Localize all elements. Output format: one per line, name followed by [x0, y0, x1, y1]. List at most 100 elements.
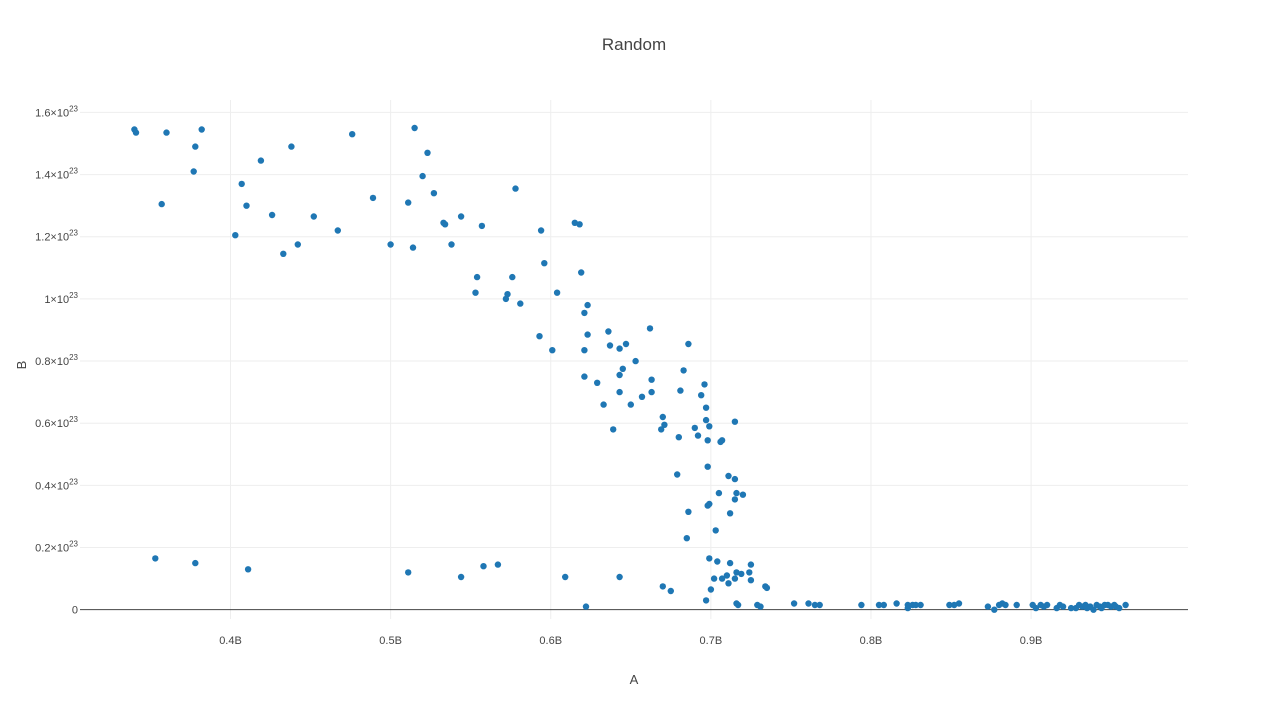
scatter-point[interactable]	[369, 194, 377, 202]
scatter-point[interactable]	[648, 376, 655, 383]
scatter-point[interactable]	[726, 559, 734, 567]
scatter-point[interactable]	[763, 584, 771, 592]
scatter-point[interactable]	[893, 600, 900, 607]
scatter-point[interactable]	[537, 227, 545, 234]
scatter-point[interactable]	[984, 603, 992, 610]
scatter-point[interactable]	[244, 566, 252, 573]
scatter-point[interactable]	[509, 273, 516, 281]
scatter-point[interactable]	[472, 289, 479, 296]
scatter-point[interactable]	[581, 347, 588, 354]
scatter-point[interactable]	[441, 221, 449, 228]
scatter-point[interactable]	[904, 604, 911, 612]
scatter-point[interactable]	[726, 510, 734, 517]
scatter-point[interactable]	[457, 573, 465, 581]
scatter-point[interactable]	[757, 603, 764, 610]
scatter-point[interactable]	[288, 143, 295, 150]
scatter-point[interactable]	[158, 200, 165, 208]
scatter-point[interactable]	[584, 301, 591, 309]
scatter-point[interactable]	[858, 601, 865, 609]
scatter-point[interactable]	[553, 289, 561, 296]
scatter-point[interactable]	[880, 601, 887, 609]
scatter-point[interactable]	[192, 559, 199, 567]
scatter-point[interactable]	[707, 586, 715, 593]
scatter-point[interactable]	[581, 373, 588, 380]
scatter-point[interactable]	[457, 213, 465, 220]
scatter-point[interactable]	[541, 260, 548, 267]
scatter-point[interactable]	[1122, 601, 1129, 609]
scatter-point[interactable]	[616, 388, 623, 396]
scatter-point[interactable]	[163, 129, 170, 136]
scatter-point[interactable]	[951, 601, 958, 609]
scatter-point[interactable]	[747, 577, 755, 584]
scatter-point[interactable]	[268, 211, 276, 219]
scatter-point[interactable]	[706, 555, 713, 562]
scatter-point[interactable]	[704, 437, 711, 444]
scatter-point[interactable]	[811, 601, 819, 609]
scatter-point[interactable]	[473, 273, 481, 281]
scatter-point[interactable]	[661, 421, 668, 428]
scatter-point[interactable]	[677, 387, 684, 394]
scatter-point[interactable]	[605, 328, 612, 335]
scatter-point[interactable]	[702, 597, 710, 604]
scatter-point[interactable]	[733, 569, 740, 576]
scatter-point[interactable]	[1059, 603, 1067, 610]
scatter-point[interactable]	[517, 300, 524, 307]
scatter-point[interactable]	[715, 489, 723, 497]
scatter-point[interactable]	[1002, 601, 1009, 609]
scatter-point[interactable]	[691, 424, 698, 432]
scatter-point[interactable]	[955, 600, 963, 607]
scatter-point[interactable]	[733, 489, 740, 497]
scatter-point[interactable]	[710, 575, 718, 582]
scatter-point[interactable]	[712, 527, 719, 534]
scatter-point[interactable]	[424, 149, 431, 156]
scatter-point[interactable]	[448, 241, 455, 248]
scatter-point[interactable]	[875, 601, 883, 609]
scatter-point[interactable]	[387, 241, 394, 248]
scatter-point[interactable]	[658, 426, 665, 433]
scatter-point[interactable]	[581, 309, 588, 317]
scatter-point[interactable]	[536, 333, 543, 340]
scatter-point[interactable]	[192, 143, 199, 150]
scatter-point[interactable]	[1090, 606, 1097, 613]
scatter-point[interactable]	[616, 371, 623, 379]
scatter-point[interactable]	[294, 241, 301, 248]
scatter-point[interactable]	[917, 601, 924, 609]
scatter-point[interactable]	[594, 379, 601, 386]
scatter-point[interactable]	[411, 124, 418, 132]
scatter-point[interactable]	[238, 180, 245, 188]
scatter-point[interactable]	[704, 502, 711, 509]
scatter-point[interactable]	[571, 219, 578, 226]
scatter-point[interactable]	[478, 222, 486, 230]
scatter-point[interactable]	[409, 244, 417, 251]
scatter-point[interactable]	[702, 404, 710, 411]
scatter-point[interactable]	[674, 471, 681, 478]
scatter-point[interactable]	[704, 463, 711, 470]
scatter-point[interactable]	[725, 472, 732, 480]
scatter-point[interactable]	[680, 367, 687, 374]
scatter-point[interactable]	[1116, 604, 1123, 612]
scatter-point[interactable]	[706, 423, 713, 430]
scatter-point[interactable]	[198, 126, 205, 133]
scatter-point[interactable]	[694, 432, 702, 439]
scatter-point[interactable]	[1013, 601, 1020, 609]
scatter-point[interactable]	[675, 434, 682, 441]
scatter-point[interactable]	[701, 381, 708, 388]
scatter-point[interactable]	[257, 157, 265, 164]
scatter-point[interactable]	[576, 221, 583, 228]
scatter-point[interactable]	[616, 345, 623, 352]
scatter-point[interactable]	[946, 601, 953, 609]
scatter-point[interactable]	[578, 269, 585, 276]
scatter-point[interactable]	[747, 561, 755, 568]
scatter-point[interactable]	[1043, 601, 1051, 609]
scatter-point[interactable]	[731, 575, 739, 582]
scatter-point[interactable]	[584, 331, 591, 338]
scatter-point[interactable]	[991, 606, 998, 613]
scatter-point[interactable]	[702, 416, 710, 424]
scatter-point[interactable]	[600, 401, 607, 408]
scatter-point[interactable]	[622, 340, 630, 348]
scatter-point[interactable]	[405, 199, 412, 206]
scatter-point[interactable]	[619, 365, 626, 372]
scatter-point[interactable]	[310, 213, 317, 220]
scatter-point[interactable]	[685, 340, 692, 348]
scatter-point[interactable]	[132, 129, 140, 136]
